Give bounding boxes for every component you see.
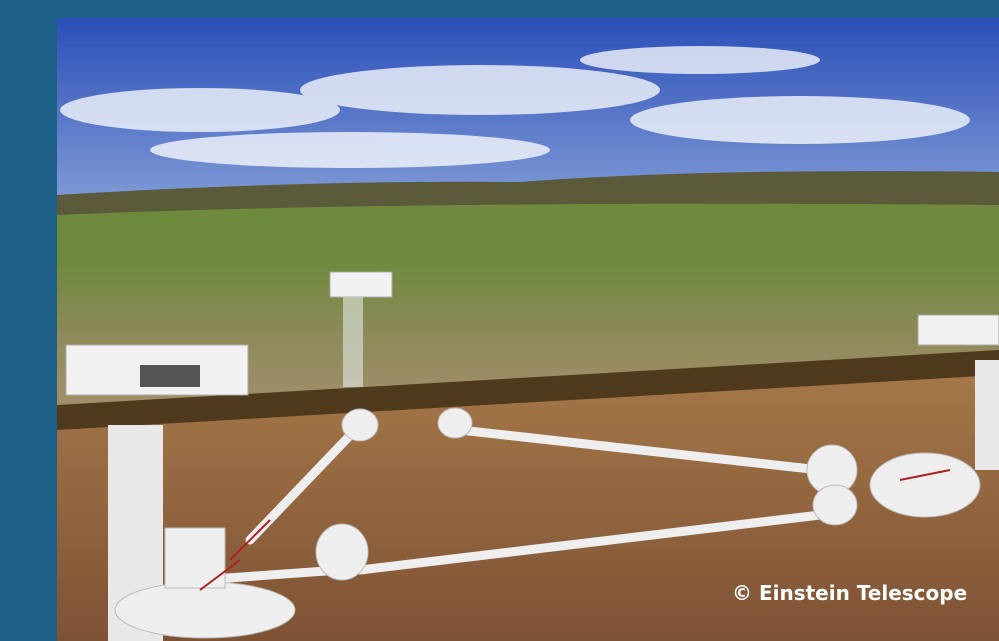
photo: © Einstein Telescope xyxy=(57,18,999,641)
caption: © Einstein Telescope xyxy=(732,581,967,605)
